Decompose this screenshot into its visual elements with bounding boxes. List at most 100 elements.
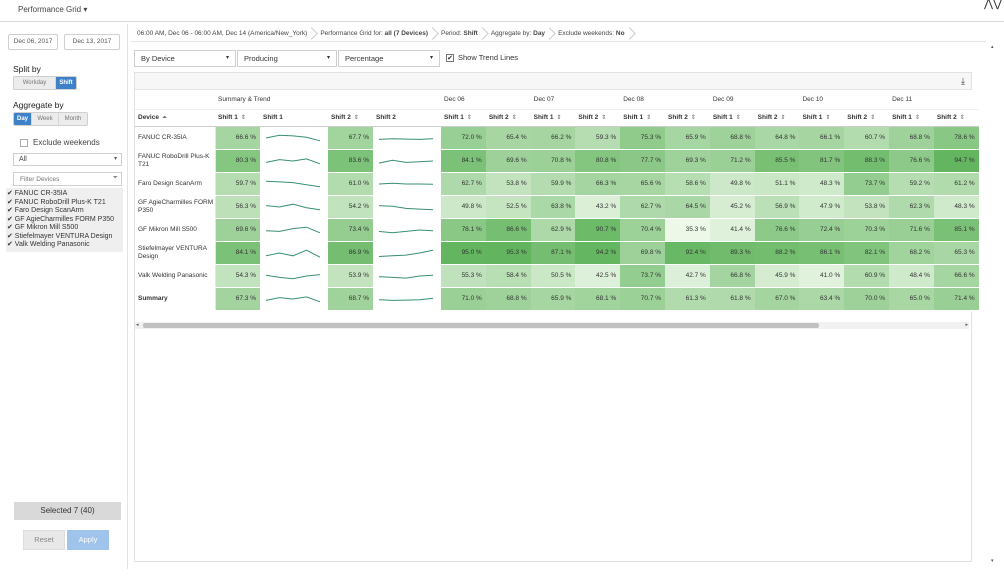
- device-list-item[interactable]: ✔ Valk Welding Panasonic: [7, 241, 90, 248]
- end-date-button[interactable]: Dec 13, 2017: [64, 34, 120, 50]
- day-shift-value[interactable]: 41.4 %: [709, 218, 755, 242]
- sort-icon[interactable]: ⇕: [466, 115, 472, 121]
- day-shift-value[interactable]: 71.6 %: [889, 218, 934, 242]
- show-trend-lines-toggle[interactable]: Show Trend Lines: [446, 53, 518, 62]
- split-option-workday[interactable]: Workday: [14, 77, 56, 89]
- table-row[interactable]: FANUC RoboDrill Plus-K T21 80.3 % 83.6 % 84…: [135, 149, 979, 173]
- day-shift-value[interactable]: 76.6 %: [889, 149, 934, 173]
- day-shift-value[interactable]: 65.6 %: [620, 172, 666, 196]
- day-shift-value[interactable]: 62.3 %: [889, 195, 934, 219]
- sort-icon[interactable]: ⇕: [690, 115, 696, 121]
- day-shift-value[interactable]: 69.6 %: [485, 149, 531, 173]
- day-shift-value[interactable]: 45.9 %: [754, 264, 800, 288]
- day-shift-value[interactable]: 77.7 %: [620, 149, 666, 173]
- day-shift-value[interactable]: 47.9 %: [799, 195, 845, 219]
- day-shift-value[interactable]: 95.0 %: [441, 241, 486, 265]
- day-shift-value[interactable]: 76.6 %: [754, 218, 800, 242]
- day-shift-value[interactable]: 51.1 %: [754, 172, 800, 196]
- day-shift-value[interactable]: 71.0 %: [441, 286, 486, 311]
- day-shift-value[interactable]: 60.7 %: [844, 126, 890, 150]
- day-shift-value[interactable]: 71.4 %: [933, 286, 979, 311]
- day-shift-value[interactable]: 53.8 %: [844, 195, 890, 219]
- day-shift-value[interactable]: 70.8 %: [530, 149, 576, 173]
- expand-collapse-icon[interactable]: ⋀⋁: [983, 0, 1002, 10]
- day-shift-value[interactable]: 62.7 %: [441, 172, 486, 196]
- unit-select[interactable]: Percentage ▾: [338, 50, 440, 67]
- sort-icon[interactable]: ⇕: [959, 115, 965, 121]
- day-shift-value[interactable]: 78.1 %: [441, 218, 486, 242]
- sort-icon[interactable]: ⇕: [556, 115, 562, 121]
- day-shift-value[interactable]: 68.8 %: [889, 126, 934, 150]
- scroll-right-icon[interactable]: ▸: [965, 322, 968, 328]
- device-name[interactable]: Faro Design ScanArm: [135, 172, 216, 196]
- device-name[interactable]: GF AgieCharmilles FORM P350: [135, 195, 216, 219]
- shift1-day-header[interactable]: Shift 1 ⇕: [530, 109, 576, 127]
- device-name[interactable]: GF Mikron Mill S500: [135, 218, 216, 242]
- day-shift-value[interactable]: 62.7 %: [620, 195, 666, 219]
- sort-icon[interactable]: ⇕: [601, 115, 607, 121]
- exclude-weekends-checkbox[interactable]: [20, 138, 28, 147]
- day-shift-value[interactable]: 67.0 %: [754, 286, 800, 311]
- day-shift-value[interactable]: 75.3 %: [620, 126, 666, 150]
- day-shift-value[interactable]: 92.4 %: [665, 241, 710, 265]
- aggregate-option-week[interactable]: Week: [32, 113, 59, 125]
- day-shift-value[interactable]: 95.3 %: [485, 241, 531, 265]
- table-row[interactable]: Stiefelmayer VENTURA Design 84.1 % 86.9 % 9…: [135, 241, 979, 265]
- shift1-day-header[interactable]: Shift 1 ⇕: [799, 109, 845, 127]
- day-shift-value[interactable]: 89.3 %: [709, 241, 755, 265]
- device-name[interactable]: Summary: [135, 286, 216, 311]
- metric-select[interactable]: Producing ▾: [237, 50, 337, 67]
- day-shift-value[interactable]: 90.7 %: [575, 218, 621, 242]
- day-shift-value[interactable]: 70.3 %: [844, 218, 890, 242]
- day-shift-value[interactable]: 58.6 %: [665, 172, 710, 196]
- scroll-left-icon[interactable]: ◂: [136, 322, 139, 328]
- shift1-day-header[interactable]: Shift 1 ⇕: [709, 109, 755, 127]
- breadcrumb-aggregate[interactable]: Aggregate by: Day: [485, 26, 552, 42]
- sort-icon[interactable]: ⇕: [870, 115, 876, 121]
- day-shift-value[interactable]: 65.9 %: [665, 126, 710, 150]
- day-shift-value[interactable]: 88.3 %: [844, 149, 890, 173]
- device-list-item[interactable]: ✔ Stiefelmayer VENTURA Design: [7, 232, 113, 240]
- shift2-day-header[interactable]: Shift 2 ⇕: [575, 109, 621, 127]
- start-date-button[interactable]: Dec 06, 2017: [8, 34, 58, 50]
- breadcrumb-period[interactable]: Period: Shift: [435, 26, 485, 42]
- shift1-day-header[interactable]: Shift 1 ⇕: [620, 109, 666, 127]
- app-title-dropdown[interactable]: Performance Grid ▾: [18, 5, 88, 14]
- day-shift-value[interactable]: 72.4 %: [799, 218, 845, 242]
- day-shift-value[interactable]: 66.8 %: [709, 264, 755, 288]
- day-shift-value[interactable]: 49.8 %: [709, 172, 755, 196]
- device-list-item[interactable]: ✔ FANUC RoboDrill Plus-K T21: [7, 198, 106, 206]
- day-shift-value[interactable]: 59.2 %: [889, 172, 934, 196]
- table-row[interactable]: GF AgieCharmilles FORM P350 56.3 % 54.2 % 4…: [135, 195, 979, 219]
- day-shift-value[interactable]: 73.7 %: [844, 172, 890, 196]
- day-shift-value[interactable]: 84.1 %: [441, 149, 486, 173]
- day-shift-value[interactable]: 66.3 %: [575, 172, 621, 196]
- device-list-item[interactable]: ✔ FANUC CR-35IA: [7, 190, 68, 197]
- day-shift-value[interactable]: 61.2 %: [933, 172, 979, 196]
- exclude-weekends-row[interactable]: Exclude weekends: [20, 138, 100, 147]
- filter-icon[interactable]: ⏷: [113, 175, 118, 181]
- day-shift-value[interactable]: 69.8 %: [620, 241, 666, 265]
- day-shift-value[interactable]: 66.2 %: [530, 126, 576, 150]
- day-shift-value[interactable]: 85.5 %: [754, 149, 800, 173]
- sort-icon[interactable]: ⇕: [825, 115, 831, 121]
- day-shift-value[interactable]: 86.1 %: [799, 241, 845, 265]
- day-shift-value[interactable]: 72.0 %: [441, 126, 486, 150]
- table-row[interactable]: Valk Welding Panasonic 54.3 % 53.9 % 55.3 %…: [135, 264, 979, 288]
- table-row[interactable]: GF Mikron Mill S500 69.6 % 73.4 % 78.1 % 86.…: [135, 218, 979, 242]
- day-shift-value[interactable]: 66.6 %: [933, 264, 979, 288]
- day-shift-value[interactable]: 86.6 %: [485, 218, 531, 242]
- day-shift-value[interactable]: 50.5 %: [530, 264, 576, 288]
- breadcrumb-grid-for[interactable]: Performance Grid for: all (7 Devices): [314, 26, 435, 42]
- sort-icon[interactable]: ⇕: [353, 115, 359, 121]
- sort-icon[interactable]: ⇕: [780, 115, 786, 121]
- horizontal-scroll-thumb[interactable]: [143, 323, 819, 328]
- day-shift-value[interactable]: 41.0 %: [799, 264, 845, 288]
- day-shift-value[interactable]: 61.3 %: [665, 286, 710, 311]
- day-shift-value[interactable]: 53.8 %: [485, 172, 531, 196]
- device-group-select[interactable]: All ▾: [13, 153, 122, 166]
- shift1-summary-header[interactable]: Shift 1 ⇕: [215, 109, 260, 127]
- aggregate-option-month[interactable]: Month: [59, 113, 87, 125]
- day-shift-value[interactable]: 65.9 %: [530, 286, 576, 311]
- shift2-day-header[interactable]: Shift 2 ⇕: [844, 109, 890, 127]
